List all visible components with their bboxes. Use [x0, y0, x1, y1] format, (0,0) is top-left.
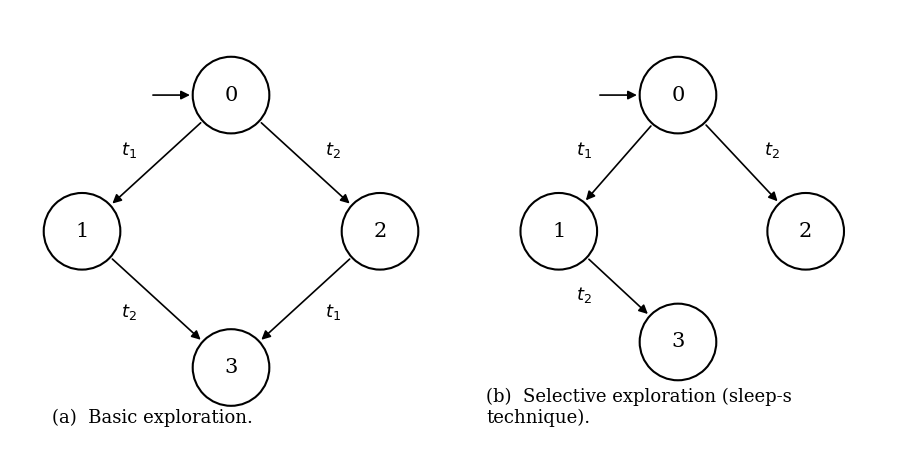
Text: 1: 1: [75, 222, 89, 241]
Text: $t_1$: $t_1$: [576, 141, 593, 160]
Text: 3: 3: [671, 333, 684, 351]
Text: $t_2$: $t_2$: [764, 141, 780, 160]
Text: 1: 1: [552, 222, 565, 241]
Circle shape: [640, 57, 716, 133]
Text: $t_1$: $t_1$: [121, 141, 137, 160]
Circle shape: [193, 329, 269, 406]
Text: (a)  Basic exploration.: (a) Basic exploration.: [52, 409, 253, 427]
Text: $t_2$: $t_2$: [576, 285, 593, 305]
Text: 2: 2: [799, 222, 813, 241]
Circle shape: [640, 304, 716, 380]
Text: 0: 0: [225, 86, 238, 104]
Circle shape: [44, 193, 120, 270]
Text: 2: 2: [374, 222, 386, 241]
Text: $t_2$: $t_2$: [121, 302, 136, 322]
Circle shape: [767, 193, 844, 270]
Text: 0: 0: [671, 86, 684, 104]
Text: $t_1$: $t_1$: [325, 302, 341, 322]
Text: 3: 3: [225, 358, 238, 377]
Circle shape: [521, 193, 597, 270]
Text: $t_2$: $t_2$: [325, 141, 341, 160]
Text: (b)  Selective exploration (sleep-s
technique).: (b) Selective exploration (sleep-s techn…: [486, 388, 792, 427]
Circle shape: [193, 57, 269, 133]
Circle shape: [342, 193, 418, 270]
